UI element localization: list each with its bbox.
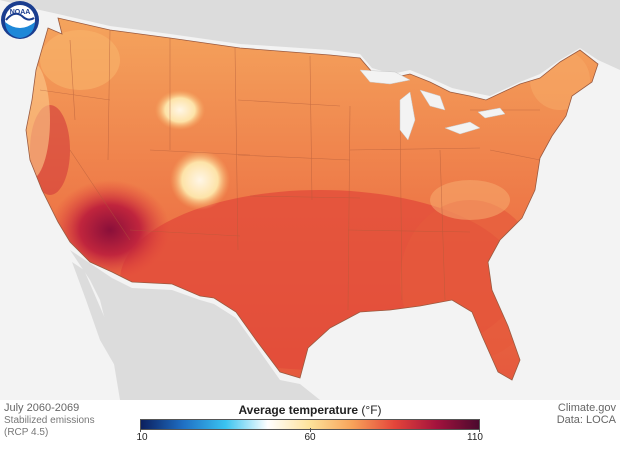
tick-mark-mid [310,428,311,432]
baja-peninsula [72,262,128,378]
scenario-label: Stabilized emissions (RCP 4.5) [4,415,95,438]
tick-mark-min [140,428,141,432]
tick-label-mid: 60 [304,432,316,443]
us-outline [25,17,599,381]
noaa-logo-text: NOAA [10,9,31,16]
credit-label: Climate.gov [557,402,616,414]
temperature-map [0,0,620,400]
mexico-landmass [70,250,320,400]
tick-label-max: 110 [467,432,483,443]
time-period-label: July 2060-2069 [4,402,80,414]
state-borders [39,29,541,311]
noaa-logo: NOAA [1,1,39,39]
legend-title: Average temperature (°F) [140,403,480,417]
canada-landmass [0,0,620,96]
data-source-label: Data: LOCA [556,414,616,426]
legend-unit: (°F) [361,403,382,417]
legend-title-text: Average temperature [238,403,359,417]
map-canvas: NOAA [0,0,620,400]
great-lakes [359,69,506,141]
tick-label-min: 10 [136,432,148,443]
tick-mark-max [479,428,480,432]
